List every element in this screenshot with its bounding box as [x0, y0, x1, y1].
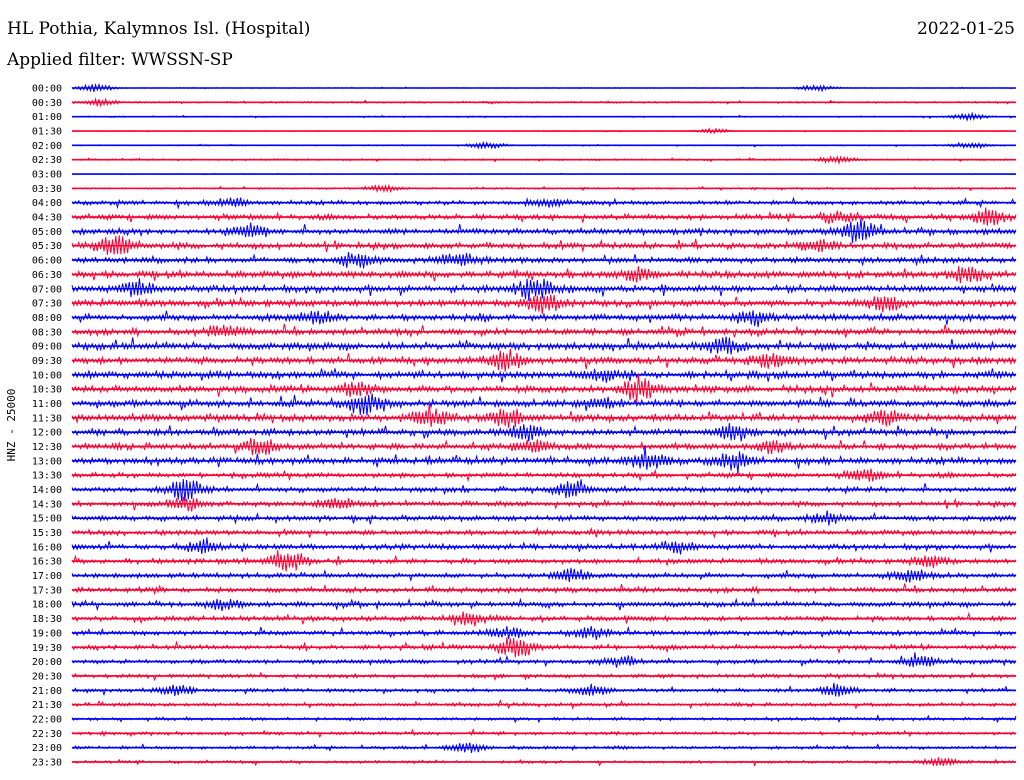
row-time-label: 20:30 [32, 671, 62, 682]
row-time-label: 01:00 [32, 112, 62, 123]
row-time-label: 11:30 [32, 413, 62, 424]
row-time-label: 18:00 [32, 600, 62, 611]
row-time-label: 09:30 [32, 356, 62, 367]
row-time-label: 17:30 [32, 585, 62, 596]
row-time-label: 10:30 [32, 385, 62, 396]
date-label: 2022-01-25 [916, 19, 1015, 39]
time-labels: 00:00 00:30 01:00 01:30 02:00 02:30 03:00 03:30… [32, 84, 62, 769]
row-time-label: 06:00 [32, 256, 62, 267]
row-time-label: 13:00 [32, 456, 62, 467]
trace-row [71, 278, 1017, 302]
row-time-label: 02:30 [32, 155, 62, 166]
row-time-label: 15:30 [32, 528, 62, 539]
row-time-label: 00:30 [32, 98, 62, 109]
y-axis-label-group: HNZ - 25000 [5, 389, 18, 462]
row-time-label: 22:30 [32, 729, 62, 740]
trace-row [71, 583, 1017, 596]
row-time-label: 19:30 [32, 643, 62, 654]
row-time-label: 13:30 [32, 471, 62, 482]
trace-row [71, 401, 1017, 428]
row-time-label: 17:00 [32, 571, 62, 582]
row-time-label: 11:00 [32, 399, 62, 410]
row-time-label: 04:00 [32, 198, 62, 209]
trace-row [71, 310, 1017, 328]
row-time-label: 05:30 [32, 241, 62, 252]
row-time-label: 04:30 [32, 213, 62, 224]
row-time-label: 00:00 [32, 84, 62, 95]
row-time-label: 14:30 [32, 499, 62, 510]
row-time-label: 03:30 [32, 184, 62, 195]
row-time-label: 23:30 [32, 757, 62, 768]
row-time-label: 16:30 [32, 557, 62, 568]
row-time-label: 20:00 [32, 657, 62, 668]
y-axis-label: HNZ - 25000 [5, 389, 18, 462]
trace-row [71, 537, 1017, 555]
row-time-label: 21:30 [32, 700, 62, 711]
row-time-label: 09:00 [32, 342, 62, 353]
row-time-label: 03:00 [32, 170, 62, 181]
row-time-label: 19:00 [32, 628, 62, 639]
row-time-label: 06:30 [32, 270, 62, 281]
trace-row [71, 294, 1017, 315]
row-time-label: 16:00 [32, 542, 62, 553]
row-time-label: 02:00 [32, 141, 62, 152]
traces [71, 82, 1017, 767]
row-time-label: 21:00 [32, 686, 62, 697]
row-time-label: 12:00 [32, 428, 62, 439]
trace-row [71, 374, 1017, 403]
trace-row [71, 323, 1017, 338]
row-time-label: 08:00 [32, 313, 62, 324]
row-time-label: 01:30 [32, 127, 62, 138]
row-time-label: 14:00 [32, 485, 62, 496]
row-time-label: 18:30 [32, 614, 62, 625]
row-time-label: 23:00 [32, 743, 62, 754]
trace-row [71, 218, 1017, 244]
trace-row [71, 445, 1017, 474]
row-time-label: 05:00 [32, 227, 62, 238]
row-time-label: 15:00 [32, 514, 62, 525]
station-title: HL Pothia, Kalymnos Isl. (Hospital) [7, 19, 311, 39]
filter-label: Applied filter: WWSSN-SP [7, 50, 233, 70]
row-time-label: 22:00 [32, 714, 62, 725]
row-time-label: 10:00 [32, 370, 62, 381]
trace-row [71, 652, 1017, 668]
row-time-label: 07:30 [32, 299, 62, 310]
row-time-label: 08:30 [32, 327, 62, 338]
row-time-label: 07:00 [32, 284, 62, 295]
row-time-label: 12:30 [32, 442, 62, 453]
